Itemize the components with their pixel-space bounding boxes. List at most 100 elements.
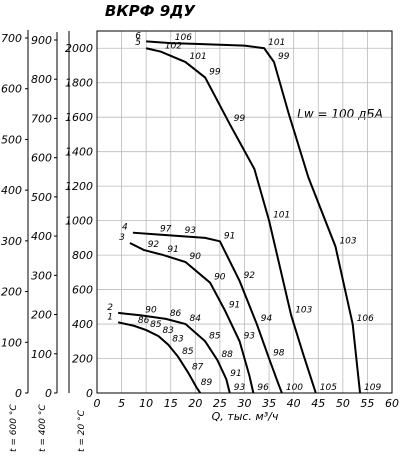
y-tick-label: 100 (31, 348, 52, 361)
noise-level-label: 88 (221, 350, 233, 360)
noise-level-label: 86 (138, 316, 150, 326)
curve-label: 1 (107, 312, 113, 322)
noise-level-label: 99 (234, 114, 246, 124)
y-tick-label: 1600 (65, 111, 93, 124)
noise-level-label: 86 (170, 309, 182, 319)
noise-level-label: 90 (145, 305, 157, 315)
noise-level-label: 92 (244, 271, 256, 281)
x-tick-label: 0 (94, 397, 101, 410)
curve-label: 3 (119, 233, 125, 243)
fan-curve (129, 242, 255, 394)
noise-level-label: 96 (257, 383, 269, 393)
fan-curve (145, 47, 317, 394)
x-tick-label: 25 (213, 397, 227, 410)
noise-level-label: 83 (172, 335, 184, 345)
y-tick-label: 400 (1, 184, 22, 197)
noise-level-label: 85 (209, 331, 221, 341)
noise-level-label: 85 (150, 320, 162, 330)
y-tick-label: 1200 (65, 180, 93, 193)
y-tick-label: 800 (72, 249, 93, 262)
curve-label: 5 (135, 38, 141, 48)
y-tick-label: 200 (31, 309, 52, 322)
noise-level-label: 91 (229, 300, 240, 310)
y-tick-label: 400 (72, 318, 93, 331)
noise-level-label: 87 (192, 362, 204, 372)
y-tick-label: 200 (1, 286, 22, 299)
y-tick-label: 0 (15, 387, 22, 400)
y-tick-label: 100 (1, 336, 22, 349)
fan-curve (118, 311, 231, 394)
x-tick-label: 35 (262, 397, 276, 410)
noise-level-label: 83 (162, 326, 174, 336)
noise-level-label: 103 (295, 305, 312, 315)
y-tick-label: 0 (86, 387, 93, 400)
noise-level-label: 99 (278, 52, 290, 62)
fan-curve (117, 321, 202, 394)
y-tick-label: 400 (31, 230, 52, 243)
y-tick-label: 1800 (65, 77, 93, 90)
y-tick-label: 1400 (65, 146, 93, 159)
noise-level-label: 90 (214, 273, 226, 283)
y-tick-label: 300 (31, 269, 52, 282)
noise-level-label: 105 (320, 383, 337, 393)
y-tick-label: 300 (1, 235, 22, 248)
y-tick-label: 800 (31, 73, 52, 86)
x-tick-label: 45 (311, 397, 325, 410)
noise-level-label: 98 (273, 349, 285, 359)
y-tick-label: 700 (31, 112, 52, 125)
x-tick-label: 20 (188, 397, 202, 410)
noise-level-label: 93 (234, 383, 246, 393)
noise-level-label: 91 (167, 245, 178, 255)
noise-level-label: 102 (165, 42, 182, 52)
noise-level-label: 101 (273, 211, 290, 221)
y-tick-label: 500 (1, 133, 22, 146)
noise-level-label: 106 (175, 33, 192, 43)
axis-label: t = 400 °C (38, 404, 48, 452)
y-axis-label: t = 20 °C (77, 409, 87, 452)
noise-level-label: 90 (190, 252, 202, 262)
noise-level-label: 91 (224, 231, 235, 241)
noise-level-label: 101 (268, 38, 285, 48)
noise-level-label: 109 (364, 383, 381, 393)
noise-level-label: 97 (160, 224, 172, 234)
noise-level-label: 85 (182, 347, 194, 357)
noise-level-label: 89 (201, 378, 213, 388)
noise-level-label: 92 (148, 240, 160, 250)
y-tick-label: 1000 (65, 215, 93, 228)
y-tick-label: 700 (1, 32, 22, 45)
noise-level-label: 84 (190, 314, 202, 324)
x-tick-label: 50 (336, 397, 350, 410)
noise-level-label: 103 (339, 236, 356, 246)
x-tick-label: 10 (139, 397, 153, 410)
noise-level-label: 106 (357, 314, 374, 324)
noise-level-label: 91 (230, 369, 241, 379)
curve-label: 4 (122, 223, 128, 233)
noise-level-label: 101 (190, 52, 207, 62)
y-tick-label: 200 (72, 353, 93, 366)
curve-label: 6 (135, 31, 141, 41)
x-tick-label: 60 (385, 397, 399, 410)
x-tick-label: 55 (360, 397, 374, 410)
y-tick-label: 0 (45, 387, 52, 400)
noise-level-label: 93 (185, 226, 197, 236)
fan-curve (146, 40, 362, 394)
annotation: Lw = 100 дБА (297, 107, 383, 121)
y-tick-label: 600 (72, 284, 93, 297)
curve-label: 2 (107, 303, 113, 313)
x-tick-label: 30 (238, 397, 252, 410)
x-tick-label: 15 (164, 397, 178, 410)
plot-frame (96, 30, 393, 394)
noise-level-label: 94 (261, 314, 273, 324)
y-tick-label: 600 (1, 83, 22, 96)
noise-level-label: 93 (244, 331, 256, 341)
chart-title: ВКРФ 9ДУ (105, 2, 197, 20)
y-tick-label: 2000 (65, 42, 93, 55)
y-tick-label: 500 (31, 191, 52, 204)
y-tick-label: 900 (31, 34, 52, 47)
axis-label: t = 600 °C (9, 404, 19, 452)
x-axis-label: Q, тыс. м³/ч (212, 410, 279, 423)
noise-level-label: 99 (209, 68, 221, 78)
fan-curve (132, 231, 283, 394)
y-tick-label: 600 (31, 152, 52, 165)
